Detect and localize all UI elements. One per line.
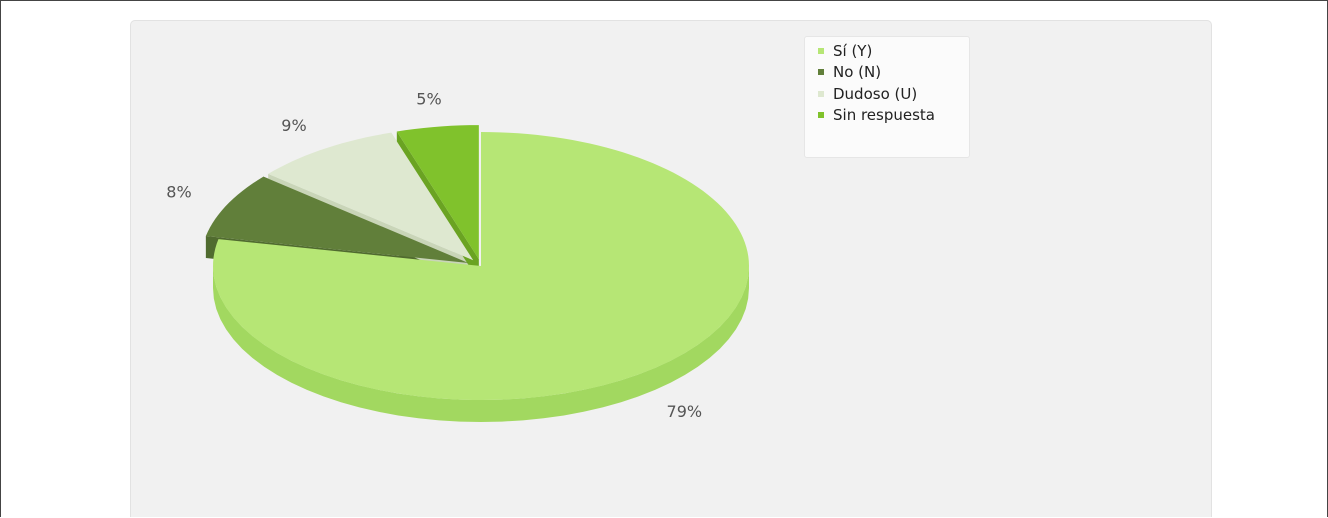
pie-slice-2[interactable] — [268, 132, 474, 261]
legend-swatch — [818, 112, 824, 119]
legend-item[interactable]: No (N) — [818, 62, 969, 84]
legend-swatch — [818, 90, 824, 97]
slice-label-1: 8% — [166, 182, 191, 201]
pie-chart: 79% 8% 9% 5% — [166, 90, 749, 422]
pie-slice-3[interactable] — [396, 125, 479, 260]
slice-label-3: 5% — [416, 90, 441, 109]
chart-panel: 79% 8% 9% 5% — [130, 20, 1212, 517]
chart-legend: Sí (Y) No (N) Dudoso (U) Sin respuesta — [804, 36, 970, 158]
legend-item[interactable]: Dudoso (U) — [818, 83, 969, 105]
pie-slice-0[interactable] — [213, 132, 749, 400]
legend-label: Sin respuesta — [833, 106, 935, 125]
pie-slice-1[interactable] — [205, 176, 469, 263]
pie-slice-side-0 — [213, 266, 749, 422]
legend-swatch — [818, 69, 824, 76]
legend-label: Sí (Y) — [833, 41, 873, 60]
legend-label: No (N) — [833, 63, 882, 82]
legend-label: Dudoso (U) — [833, 84, 918, 103]
legend-item[interactable]: Sin respuesta — [818, 105, 969, 127]
legend-item[interactable]: Sí (Y) — [818, 40, 969, 62]
slice-label-2: 9% — [281, 116, 306, 135]
slice-label-0: 79% — [667, 402, 703, 421]
legend-swatch — [818, 47, 824, 54]
